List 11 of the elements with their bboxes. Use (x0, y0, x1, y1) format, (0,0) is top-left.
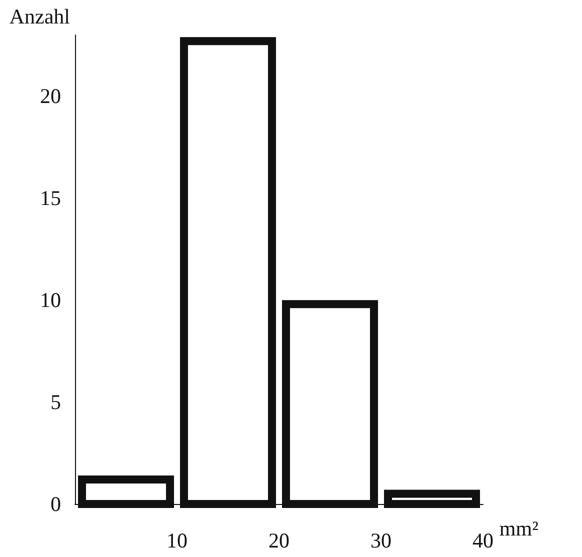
x-axis-title: mm² (499, 516, 538, 540)
y-tick-label: 20 (40, 84, 61, 108)
x-tick-label: 40 (472, 528, 494, 552)
x-tick-label: 20 (268, 528, 290, 552)
y-tick-label: 0 (50, 492, 61, 516)
y-tick-label: 10 (40, 288, 61, 312)
x-tick-label: 30 (370, 528, 392, 552)
x-tick-label: 10 (166, 528, 188, 552)
y-axis-title: Anzahl (9, 4, 70, 28)
y-tick-label: 15 (40, 186, 61, 210)
y-tick-label: 5 (50, 390, 61, 414)
